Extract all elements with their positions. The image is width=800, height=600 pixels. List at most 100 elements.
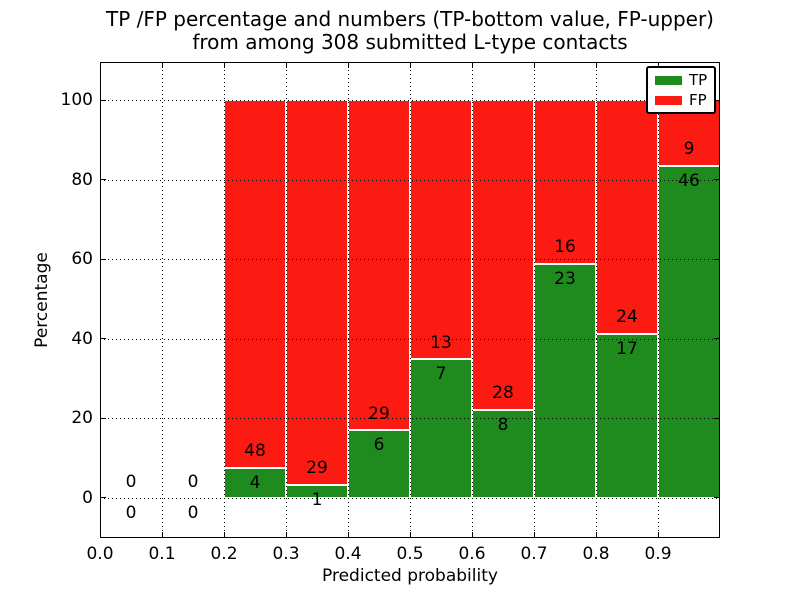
annotation-tp-count: 4	[249, 472, 261, 493]
annotation-tp-count: 0	[187, 503, 199, 524]
bar-fp-segment	[596, 100, 658, 333]
y-tick-mark-right	[714, 497, 720, 498]
y-tick-mark-right	[714, 417, 720, 419]
grid-line-horizontal	[100, 338, 720, 340]
x-tick-mark-top	[347, 62, 349, 68]
grid-line-vertical	[161, 62, 163, 538]
y-tick-mark-right	[714, 258, 720, 260]
x-tick-label: 0.9	[644, 544, 672, 564]
legend-item-tp: TP	[655, 70, 708, 89]
x-tick-mark-top	[223, 62, 225, 68]
grid-line-vertical	[657, 62, 659, 538]
x-tick-mark-bottom	[471, 532, 473, 538]
grid-line-vertical	[533, 62, 535, 538]
grid-line-vertical	[285, 62, 287, 538]
annotation-tp-count: 17	[616, 338, 638, 359]
bar-fp-segment	[286, 100, 348, 485]
annotation-tp-count: 1	[311, 490, 323, 511]
y-tick-mark-left	[100, 258, 106, 260]
x-tick-label: 0.1	[148, 544, 176, 564]
grid-line-horizontal	[100, 259, 720, 261]
x-tick-mark-top	[533, 62, 535, 68]
annotation-fp-count: 48	[244, 441, 266, 461]
y-tick-mark-left	[100, 497, 106, 498]
y-tick-mark-right	[714, 179, 720, 181]
legend-label-tp: TP	[689, 70, 708, 89]
annotation-tp-count: 0	[125, 503, 137, 524]
x-tick-label: 0.8	[582, 544, 610, 564]
x-tick-mark-top	[471, 62, 473, 68]
y-tick-label: 60	[71, 249, 93, 270]
chart-title-line2: from among 308 submitted L-type contacts	[192, 30, 628, 54]
annotation-tp-count: 7	[435, 364, 447, 385]
y-tick-label: 40	[71, 328, 93, 349]
x-tick-mark-top	[99, 62, 101, 68]
y-axis-label: Percentage	[32, 252, 52, 348]
x-tick-mark-top	[595, 62, 597, 68]
x-tick-mark-bottom	[533, 532, 535, 538]
grid-line-horizontal	[100, 497, 720, 499]
x-tick-mark-bottom	[657, 532, 659, 538]
x-tick-label: 0.0	[86, 544, 114, 564]
x-tick-mark-top	[409, 62, 411, 68]
legend-label-fp: FP	[689, 90, 707, 109]
annotation-fp-count: 13	[430, 332, 452, 353]
y-tick-mark-right	[714, 99, 720, 101]
legend-swatch-tp	[655, 75, 682, 85]
annotation-tp-count: 6	[373, 435, 385, 456]
x-tick-mark-bottom	[285, 532, 287, 538]
y-tick-label: 100	[60, 90, 93, 111]
annotation-tp-count: 23	[554, 269, 576, 289]
bar-fp-segment	[348, 100, 410, 430]
x-tick-mark-top	[161, 62, 163, 68]
bar-tp-segment	[658, 165, 720, 498]
x-tick-label: 0.2	[210, 544, 238, 564]
x-tick-label: 0.6	[458, 544, 486, 564]
y-tick-mark-left	[100, 338, 106, 339]
y-tick-label: 80	[71, 169, 93, 190]
x-tick-mark-bottom	[99, 532, 101, 538]
annotation-tp-count: 8	[497, 415, 509, 436]
y-tick-label: 20	[71, 408, 93, 428]
bar-tp-segment	[534, 263, 596, 498]
x-tick-mark-bottom	[347, 532, 349, 538]
y-tick-mark-left	[100, 99, 106, 101]
x-tick-label: 0.3	[272, 544, 300, 564]
annotation-fp-count: 29	[368, 403, 390, 424]
chart-title: TP /FP percentage and numbers (TP-bottom…	[20, 8, 800, 54]
y-tick-label: 0	[82, 487, 93, 508]
annotation-fp-count: 0	[125, 471, 137, 492]
grid-line-horizontal	[100, 179, 720, 181]
x-tick-mark-bottom	[409, 532, 411, 538]
x-tick-mark-bottom	[595, 532, 597, 538]
legend-swatch-fp	[655, 95, 682, 105]
x-axis-label: Predicted probability	[322, 566, 498, 586]
grid-line-horizontal	[100, 100, 720, 102]
x-tick-label: 0.7	[520, 544, 548, 564]
grid-line-vertical	[223, 62, 225, 538]
bar-fp-segment	[224, 100, 286, 467]
plot-area: 0 0 0 0 48 4 29 1 29 6 13 7 28 8 16 23 24 17 9 46	[99, 62, 720, 538]
bar-tp-segment	[224, 466, 286, 498]
annotation-tp-count: 46	[678, 171, 700, 192]
y-tick-labels: 0 20 40 60 80 100	[0, 62, 93, 538]
bar-tp-segment	[472, 409, 534, 498]
x-tick-mark-bottom	[161, 532, 163, 538]
x-tick-label: 0.4	[334, 544, 362, 564]
bar-fp-segment	[410, 100, 472, 359]
x-tick-mark-top	[285, 62, 287, 68]
grid-line-vertical	[471, 62, 473, 538]
grid-line-vertical	[409, 62, 411, 538]
grid-line-horizontal	[100, 418, 720, 419]
x-tick-mark-bottom	[223, 532, 225, 538]
legend: TP FP	[646, 66, 716, 114]
annotation-fp-count: 0	[187, 471, 199, 492]
bar-tp-segment	[596, 332, 658, 498]
x-tick-label: 0.5	[396, 544, 424, 564]
annotation-fp-count: 9	[683, 139, 695, 160]
annotation-fp-count: 29	[306, 458, 328, 479]
legend-item-fp: FP	[655, 90, 707, 109]
x-tick-mark-top	[657, 62, 659, 68]
y-tick-mark-right	[714, 338, 720, 339]
